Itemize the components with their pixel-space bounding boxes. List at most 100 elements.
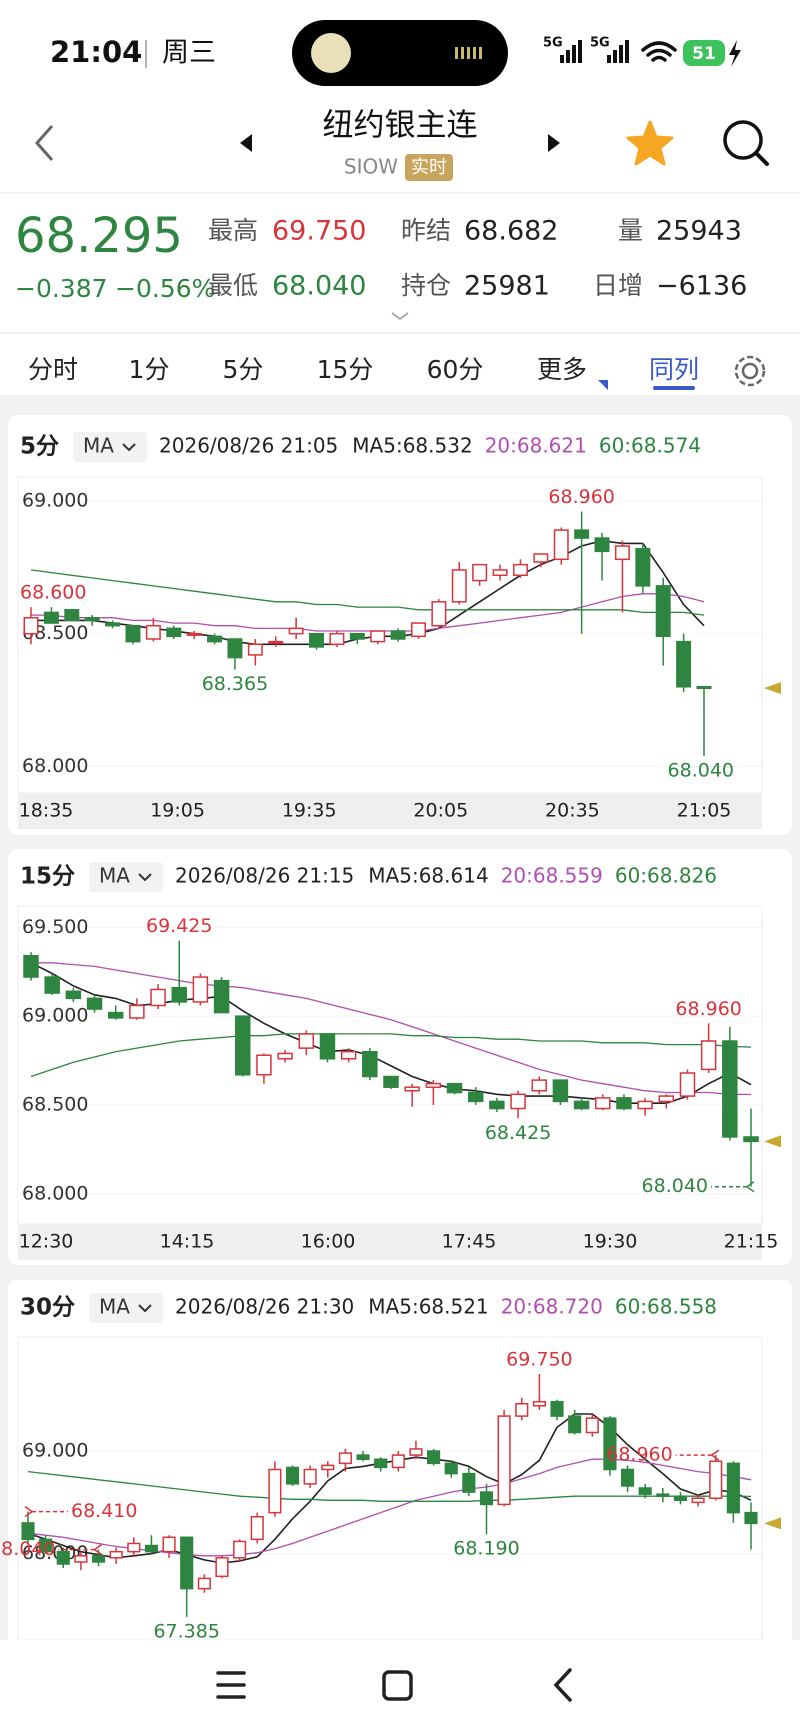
candle-body — [277, 1052, 293, 1060]
favorite-button[interactable] — [626, 120, 674, 166]
x-tick-label: 21:15 — [724, 1231, 779, 1253]
price-annotation: 67.385 — [153, 1620, 219, 1642]
price-annotation: 68.040 — [0, 1538, 56, 1560]
candle-body — [127, 1542, 141, 1553]
field-label: 日增 — [593, 271, 643, 300]
field-label: 最高 — [208, 216, 258, 245]
candle-body — [43, 611, 59, 624]
tab[interactable]: 60分 — [427, 355, 484, 384]
candle-body — [215, 1557, 229, 1578]
y-tick-label: 69.000 — [22, 1005, 88, 1027]
ma-line — [31, 539, 705, 646]
tab[interactable]: 分时 — [28, 355, 78, 384]
y-tick-label: 69.500 — [22, 916, 88, 938]
indicator-name: MA — [83, 434, 114, 458]
candle-body — [658, 1095, 675, 1103]
tab[interactable]: 更多 — [537, 355, 587, 384]
candle-body — [603, 1417, 617, 1471]
candle-body — [207, 635, 223, 643]
time-axis — [18, 1224, 762, 1260]
tab-underline — [653, 386, 695, 390]
x-tick-label: 16:00 — [301, 1231, 356, 1253]
candle-body — [256, 1054, 272, 1076]
candle-body — [162, 1536, 176, 1553]
dynamic-island — [292, 20, 508, 86]
candle-body — [227, 638, 243, 659]
price-change: −0.387 — [15, 274, 108, 303]
candle-body — [489, 1100, 505, 1110]
candle-body — [709, 1460, 723, 1500]
candle-body — [109, 1550, 123, 1559]
expand-toggle[interactable] — [391, 312, 409, 321]
settings-button[interactable] — [734, 355, 766, 387]
candle-body — [383, 1075, 399, 1088]
x-tick-label: 20:35 — [545, 800, 600, 822]
candle-body — [39, 1538, 53, 1553]
search-button[interactable] — [723, 120, 769, 166]
candle-body — [614, 545, 630, 561]
candle-body — [635, 547, 651, 587]
price-annotation: 68.040 — [668, 759, 734, 781]
y-tick-label: 68.500 — [22, 622, 88, 644]
candle-body — [235, 1015, 251, 1076]
prev-contract[interactable] — [240, 134, 252, 152]
indicator-select[interactable] — [89, 862, 164, 892]
signal-2 — [607, 40, 629, 63]
price-annotation: 68.040 — [642, 1175, 708, 1197]
back-nav-button[interactable] — [553, 1668, 572, 1702]
quote-panel: 68.295 −0.387 −0.56% 最高 69.750 最低 68.040 昨结 6… — [0, 208, 800, 334]
chart-period: 5分 — [20, 434, 59, 460]
arrow-head — [24, 1505, 34, 1518]
current-price-marker — [764, 682, 781, 695]
price-annotation: 68.600 — [20, 582, 86, 604]
tab[interactable]: 1分 — [129, 355, 170, 384]
last-price: 68.295 — [15, 208, 183, 264]
candle-body — [492, 569, 508, 577]
x-tick-label: 19:30 — [583, 1231, 638, 1253]
candle-body — [21, 1522, 35, 1541]
next-contract[interactable] — [548, 134, 560, 152]
candle-body — [268, 1468, 282, 1514]
indicator-select[interactable] — [89, 1293, 164, 1323]
candle-body — [298, 1033, 315, 1049]
candle-body — [374, 1458, 388, 1469]
candle-body — [431, 601, 447, 627]
tab[interactable]: 15分 — [317, 355, 374, 384]
chart-card — [8, 1280, 792, 1720]
chart-card — [8, 849, 792, 1265]
candle-body — [616, 1097, 632, 1110]
field-label: 昨结 — [401, 216, 451, 245]
candle-body — [411, 622, 426, 638]
ma-legend: 60:68.826 — [615, 864, 717, 888]
dropdown-icon — [122, 443, 136, 452]
ma-line — [27, 1413, 752, 1564]
chart-datetime: 2026/08/26 21:30 — [175, 1295, 354, 1319]
y-tick-label: 68.000 — [22, 755, 88, 777]
indicator-name: MA — [99, 864, 130, 888]
candle-body — [726, 1462, 740, 1514]
time-axis — [18, 793, 762, 829]
candle-body — [744, 1511, 758, 1525]
home-button[interactable] — [382, 1670, 413, 1701]
price-annotation: 69.425 — [146, 915, 212, 937]
candle-body — [722, 1040, 738, 1138]
candle-body — [144, 1544, 159, 1553]
candle-body — [247, 643, 263, 656]
tab[interactable]: 同列 — [649, 355, 699, 384]
back-button[interactable] — [34, 125, 54, 161]
indicator-select[interactable] — [73, 432, 148, 462]
ma-line — [30, 569, 705, 616]
dropdown-icon — [138, 1304, 152, 1313]
candle-body — [186, 632, 202, 636]
candle-body — [338, 1452, 352, 1465]
tab[interactable]: 5分 — [223, 355, 264, 384]
y-tick-label: 69.000 — [22, 489, 88, 511]
clock: 21:04 — [50, 35, 142, 69]
candle-body — [23, 954, 39, 978]
candle-body — [472, 563, 488, 582]
menu-button[interactable] — [216, 1671, 246, 1699]
candle-body — [250, 1515, 264, 1541]
kline-chart: 30分 MA 2026/08/26 21:30 MA5:68.521 20:68.720… — [0, 1280, 792, 1720]
candle-body — [349, 632, 365, 640]
